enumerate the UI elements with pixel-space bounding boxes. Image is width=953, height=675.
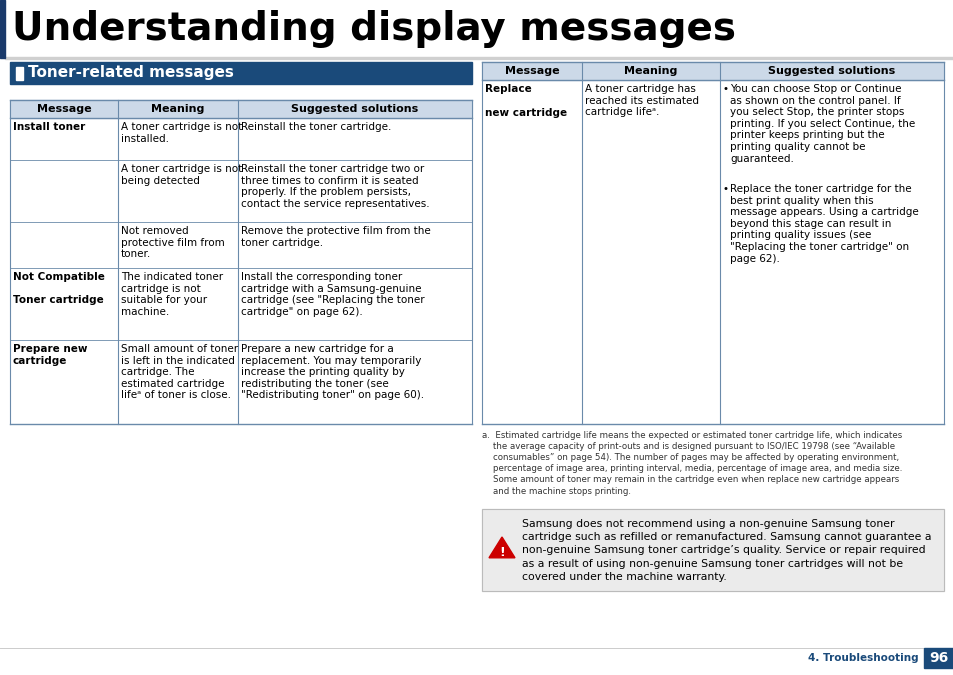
Text: You can choose Stop or Continue
as shown on the control panel. If
you select Sto: You can choose Stop or Continue as shown… bbox=[729, 84, 914, 163]
Text: Remove the protective film from the
toner cartridge.: Remove the protective film from the tone… bbox=[241, 226, 431, 248]
Bar bbox=[481, 509, 943, 591]
Text: Message: Message bbox=[36, 104, 91, 114]
Text: Install toner: Install toner bbox=[13, 122, 85, 132]
Text: A toner cartridge is not
installed.: A toner cartridge is not installed. bbox=[121, 122, 242, 144]
Text: •: • bbox=[722, 184, 728, 194]
Text: Suggested solutions: Suggested solutions bbox=[767, 66, 895, 76]
Text: A toner cartridge has
reached its estimated
cartridge lifeᵃ.: A toner cartridge has reached its estima… bbox=[584, 84, 699, 117]
Bar bbox=[16, 67, 23, 80]
Bar bbox=[481, 509, 943, 591]
Text: Prepare new
cartridge: Prepare new cartridge bbox=[13, 344, 88, 366]
Text: Message: Message bbox=[504, 66, 558, 76]
Polygon shape bbox=[489, 537, 515, 558]
Text: Suggested solutions: Suggested solutions bbox=[291, 104, 418, 114]
Text: Not Compatible

Toner cartridge: Not Compatible Toner cartridge bbox=[13, 272, 105, 305]
Text: Meaning: Meaning bbox=[152, 104, 205, 114]
Text: Understanding display messages: Understanding display messages bbox=[12, 10, 735, 48]
Text: •: • bbox=[722, 84, 728, 94]
Text: Samsung does not recommend using a non-genuine Samsung toner
cartridge such as r: Samsung does not recommend using a non-g… bbox=[521, 519, 930, 582]
Text: 4. Troubleshooting: 4. Troubleshooting bbox=[807, 653, 918, 663]
Text: A toner cartridge is not
being detected: A toner cartridge is not being detected bbox=[121, 164, 242, 186]
Text: Not removed
protective film from
toner.: Not removed protective film from toner. bbox=[121, 226, 225, 259]
Bar bbox=[5, 57, 953, 59]
Text: 96: 96 bbox=[928, 651, 947, 665]
Text: !: ! bbox=[498, 545, 504, 558]
Bar bbox=[10, 100, 472, 118]
Text: Small amount of toner
is left in the indicated
cartridge. The
estimated cartridg: Small amount of toner is left in the ind… bbox=[121, 344, 238, 400]
Text: Replace: Replace bbox=[484, 84, 531, 94]
Text: Meaning: Meaning bbox=[623, 66, 677, 76]
Bar bbox=[481, 62, 943, 80]
Text: Reinstall the toner cartridge two or
three times to confirm it is seated
properl: Reinstall the toner cartridge two or thr… bbox=[241, 164, 429, 209]
Text: Prepare a new cartridge for a
replacement. You may temporarily
increase the prin: Prepare a new cartridge for a replacemen… bbox=[241, 344, 424, 400]
Text: Replace the toner cartridge for the
best print quality when this
message appears: Replace the toner cartridge for the best… bbox=[729, 184, 918, 264]
Bar bbox=[10, 62, 472, 84]
Text: a.  Estimated cartridge life means the expected or estimated toner cartridge lif: a. Estimated cartridge life means the ex… bbox=[481, 431, 902, 495]
Text: Install the corresponding toner
cartridge with a Samsung-genuine
cartridge (see : Install the corresponding toner cartridg… bbox=[241, 272, 424, 317]
Text: new cartridge: new cartridge bbox=[484, 96, 566, 117]
Text: Reinstall the toner cartridge.: Reinstall the toner cartridge. bbox=[241, 122, 391, 132]
Bar bbox=[0, 648, 953, 668]
Text: Toner-related messages: Toner-related messages bbox=[28, 65, 233, 80]
Text: The indicated toner
cartridge is not
suitable for your
machine.: The indicated toner cartridge is not sui… bbox=[121, 272, 223, 317]
Bar bbox=[0, 0, 5, 58]
Bar bbox=[923, 648, 953, 668]
